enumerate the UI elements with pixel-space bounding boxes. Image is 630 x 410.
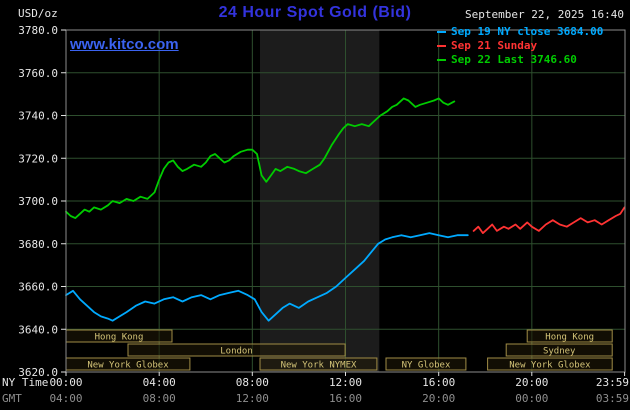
y-tick-label: 3640.0 [18,323,58,336]
session-box [487,357,613,371]
legend-label: Sep 19 NY close 3684.00 [451,25,604,38]
legend-label: Sep 22 Last 3746.60 [451,53,577,66]
session-label: Sydney [543,347,576,357]
x-tick-label-gmt: 03:59 [596,392,629,405]
x-tick-label-ny: 23:59 [596,376,629,389]
session-box [505,343,613,357]
session-label: Hong Kong [95,333,144,343]
y-tick-label: 3760.0 [18,67,58,80]
legend-dash [437,59,446,61]
price-line-sep-22-last-3746-60 [65,97,456,220]
x-tick-label-ny: 20:00 [515,376,548,389]
session-label: Hong Kong [545,333,594,343]
session-label: New York Globex [87,361,169,371]
y-tick-label: 3680.0 [18,238,58,251]
session-box [259,357,378,371]
x-tick-label-ny: 12:00 [329,376,362,389]
x-tick-label-gmt: 16:00 [329,392,362,405]
y-tick-label: 3740.0 [18,110,58,123]
legend: Sep 19 NY close 3684.00 Sep 21 Sunday Se… [437,25,603,67]
y-tick-label: 3780.0 [18,24,58,37]
session-box [526,329,613,343]
x-tick-label-gmt: 00:00 [515,392,548,405]
x-tick-label-ny: 04:00 [143,376,176,389]
legend-item: Sep 22 Last 3746.60 [437,53,603,67]
legend-dash [437,31,446,33]
session-label: New York Globex [509,361,591,371]
session-label: New York NYMEX [281,361,357,371]
x-tick-label-ny: 00:00 [49,376,82,389]
session-box [127,343,346,357]
session-label: London [220,347,253,357]
x-tick-label-gmt: 08:00 [143,392,176,405]
legend-item: Sep 21 Sunday [437,39,603,53]
gmt-axis-label: GMT [2,392,22,405]
session-label: NY Globex [402,361,451,371]
y-tick-label: 3620.0 [18,366,58,379]
x-tick-label-gmt: 12:00 [236,392,269,405]
y-tick-label: 3720.0 [18,152,58,165]
legend-dash [437,45,446,47]
x-tick-label-ny: 16:00 [422,376,455,389]
legend-item: Sep 19 NY close 3684.00 [437,25,603,39]
kitco-watermark-link[interactable]: www.kitco.com [70,36,179,53]
page-title: 24 Hour Spot Gold (Bid) [218,4,412,21]
y-tick-label: 3660.0 [18,281,58,294]
legend-label: Sep 21 Sunday [451,39,538,52]
x-tick-label-gmt: 20:00 [422,392,455,405]
ny-time-axis-label: NY Time [2,376,48,389]
x-tick-label-ny: 08:00 [236,376,269,389]
datetime-label: September 22, 2025 16:40 [465,8,624,21]
price-line-sep-19-ny-close-3684-00 [65,232,469,322]
price-line-sep-21-sunday [472,206,626,235]
y-tick-label: 3700.0 [18,195,58,208]
session-box [385,357,467,371]
y-axis-units-label: USD/oz [18,7,58,20]
x-tick-label-gmt: 04:00 [49,392,82,405]
